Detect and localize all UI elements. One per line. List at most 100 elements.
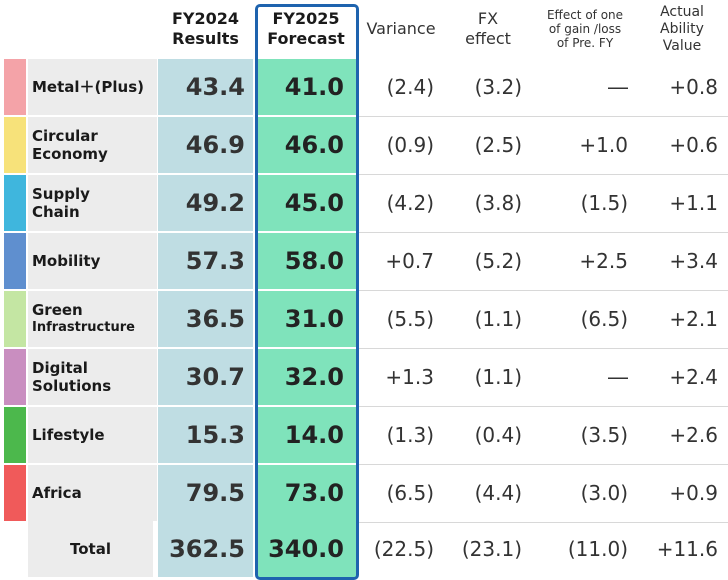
variance-value: +1.3 bbox=[385, 365, 434, 389]
total-fx-value: (23.1) bbox=[461, 537, 522, 561]
total-actual-value: +11.6 bbox=[656, 537, 718, 561]
segment-name-line1: Digital bbox=[32, 359, 88, 377]
segment-name-line1: Africa bbox=[32, 484, 82, 502]
segment-name: Mobility bbox=[28, 233, 157, 289]
header-variance-label: Variance bbox=[366, 19, 436, 38]
header-fy2025-line1: FY2025 bbox=[272, 9, 340, 28]
effect-value: (6.5) bbox=[580, 307, 628, 331]
fy2025-value: 31.0 bbox=[256, 291, 356, 347]
segment-name-line2: Economy bbox=[32, 145, 108, 163]
effect-value: +1.0 bbox=[579, 133, 628, 157]
header-fx-line1: FX bbox=[477, 9, 499, 28]
variance-value: (2.4) bbox=[386, 75, 434, 99]
header-fx: FX effect bbox=[448, 0, 528, 58]
header-fy2024: FY2024 Results bbox=[158, 0, 253, 58]
fy2024-value: 30.7 bbox=[158, 349, 253, 405]
segment-name-line2: Infrastructure bbox=[32, 320, 135, 335]
variance-value: (4.2) bbox=[386, 191, 434, 215]
table-row: Metal＋(Plus) 43.4 41.0 (2.4) (3.2) ― +0.… bbox=[0, 59, 728, 115]
fy2024-value: 57.3 bbox=[158, 233, 253, 289]
header-variance: Variance bbox=[356, 0, 446, 58]
segment-name-line1: Metal＋(Plus) bbox=[32, 78, 144, 96]
fy2024-value: 43.4 bbox=[158, 59, 253, 115]
segment-color-swatch bbox=[4, 465, 26, 521]
segment-color-swatch bbox=[4, 117, 26, 173]
table-row: Lifestyle 15.3 14.0 (1.3) (0.4) (3.5) +2… bbox=[0, 407, 728, 463]
fx-value: (3.8) bbox=[474, 191, 522, 215]
segment-name-line1: Mobility bbox=[32, 252, 101, 270]
segment-name: Green Infrastructure bbox=[28, 291, 157, 347]
row-divider bbox=[356, 406, 728, 407]
table-row: Mobility 57.3 58.0 +0.7 (5.2) +2.5 +3.4 bbox=[0, 233, 728, 289]
segment-name-line2: Solutions bbox=[32, 377, 112, 395]
actual-value: +0.6 bbox=[669, 133, 718, 157]
segment-color-swatch bbox=[4, 291, 26, 347]
header-fy2024-line1: FY2024 bbox=[171, 9, 240, 28]
variance-value: (6.5) bbox=[386, 481, 434, 505]
effect-value: ― bbox=[608, 75, 628, 99]
actual-value: +0.9 bbox=[669, 481, 718, 505]
fy2024-value: 36.5 bbox=[158, 291, 253, 347]
fy2025-value: 46.0 bbox=[256, 117, 356, 173]
header-actual-line2: Ability bbox=[660, 20, 704, 37]
fx-value: (1.1) bbox=[474, 307, 522, 331]
fx-value: (1.1) bbox=[474, 365, 522, 389]
fy2024-value: 49.2 bbox=[158, 175, 253, 231]
segment-name: Supply Chain bbox=[28, 175, 157, 231]
effect-value: (3.5) bbox=[580, 423, 628, 447]
fy2025-value: 32.0 bbox=[256, 349, 356, 405]
header-actual: Actual Ability Value bbox=[640, 0, 724, 58]
total-fy2024-value: 362.5 bbox=[158, 521, 253, 577]
row-divider bbox=[356, 464, 728, 465]
segment-name: Digital Solutions bbox=[28, 349, 157, 405]
fx-value: (0.4) bbox=[474, 423, 522, 447]
row-divider bbox=[356, 116, 728, 117]
header-fy2024-line2: Results bbox=[172, 29, 239, 48]
row-divider bbox=[356, 348, 728, 349]
row-divider bbox=[356, 522, 728, 523]
segment-name-line1: Green bbox=[32, 301, 83, 319]
segment-name-line2: Chain bbox=[32, 203, 80, 221]
row-divider bbox=[356, 290, 728, 291]
effect-value: (3.0) bbox=[580, 481, 628, 505]
segment-name-line1: Supply bbox=[32, 185, 90, 203]
segment-name-line1: Circular bbox=[32, 127, 98, 145]
fy2025-value: 14.0 bbox=[256, 407, 356, 463]
fy2025-value: 73.0 bbox=[256, 465, 356, 521]
header-fx-line2: effect bbox=[465, 29, 511, 48]
header-actual-line1: Actual bbox=[660, 3, 704, 20]
fy2025-value: 45.0 bbox=[256, 175, 356, 231]
fy2025-value: 41.0 bbox=[256, 59, 356, 115]
segment-color-swatch bbox=[4, 233, 26, 289]
header-effect-line1: Effect of one bbox=[546, 8, 624, 22]
table-row: Circular Economy 46.9 46.0 (0.9) (2.5) +1… bbox=[0, 117, 728, 173]
segment-name: Metal＋(Plus) bbox=[28, 59, 157, 115]
fx-value: (2.5) bbox=[474, 133, 522, 157]
total-variance-value: (22.5) bbox=[373, 537, 434, 561]
segment-color-swatch bbox=[4, 407, 26, 463]
fx-value: (4.4) bbox=[474, 481, 522, 505]
header-effect-line3: of Pre. FY bbox=[556, 36, 614, 50]
actual-value: +1.1 bbox=[669, 191, 718, 215]
actual-value: +0.8 bbox=[669, 75, 718, 99]
header-fy2025: FY2025 Forecast bbox=[256, 0, 356, 58]
fy2024-value: 15.3 bbox=[158, 407, 253, 463]
table-row: Supply Chain 49.2 45.0 (4.2) (3.8) (1.5) … bbox=[0, 175, 728, 231]
row-divider bbox=[356, 174, 728, 175]
header-effect-line2: of gain /loss bbox=[548, 22, 622, 36]
variance-value: (5.5) bbox=[386, 307, 434, 331]
actual-value: +2.4 bbox=[669, 365, 718, 389]
effect-value: ― bbox=[608, 365, 628, 389]
header-effect: Effect of one of gain /loss of Pre. FY bbox=[530, 0, 640, 58]
actual-value: +3.4 bbox=[669, 249, 718, 273]
effect-value: (1.5) bbox=[580, 191, 628, 215]
header-actual-line3: Value bbox=[662, 37, 702, 54]
actual-value: +2.1 bbox=[669, 307, 718, 331]
segment-name: Circular Economy bbox=[28, 117, 157, 173]
table-row: Africa 79.5 73.0 (6.5) (4.4) (3.0) +0.9 bbox=[0, 465, 728, 521]
fx-value: (3.2) bbox=[474, 75, 522, 99]
total-label: Total bbox=[28, 521, 153, 577]
segment-name: Lifestyle bbox=[28, 407, 157, 463]
variance-value: (0.9) bbox=[386, 133, 434, 157]
